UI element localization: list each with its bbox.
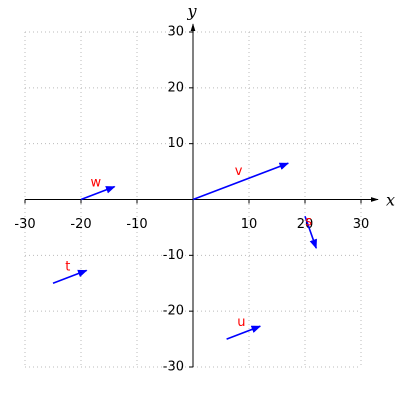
y-tick-label: -10: [163, 248, 184, 263]
vector-label: s: [305, 215, 312, 230]
y-tick-label: 30: [167, 25, 184, 40]
vector-arrow: [52, 269, 88, 284]
y-tick-label: -30: [163, 360, 184, 375]
x-tick-label: 10: [241, 217, 258, 232]
x-tick-label: -30: [14, 217, 35, 232]
x-tick-label: -20: [70, 217, 91, 232]
y-tick-label: 10: [167, 136, 184, 151]
x-tick-label: -10: [126, 217, 147, 232]
y-tick-label: -20: [163, 304, 184, 319]
y-tick-label: 20: [167, 80, 184, 95]
vector-arrow: [192, 162, 290, 201]
vector-label: w: [90, 176, 101, 191]
x-tick-label: 30: [353, 217, 370, 232]
vector-label: u: [237, 315, 245, 330]
vector-arrow: [80, 185, 116, 201]
vector-label: t: [65, 259, 70, 274]
vector-label: v: [235, 164, 243, 179]
vector-arrow: [304, 215, 317, 249]
vector-arrow: [226, 325, 262, 340]
x-axis-title: x: [386, 191, 395, 210]
y-axis-title: y: [186, 2, 197, 21]
